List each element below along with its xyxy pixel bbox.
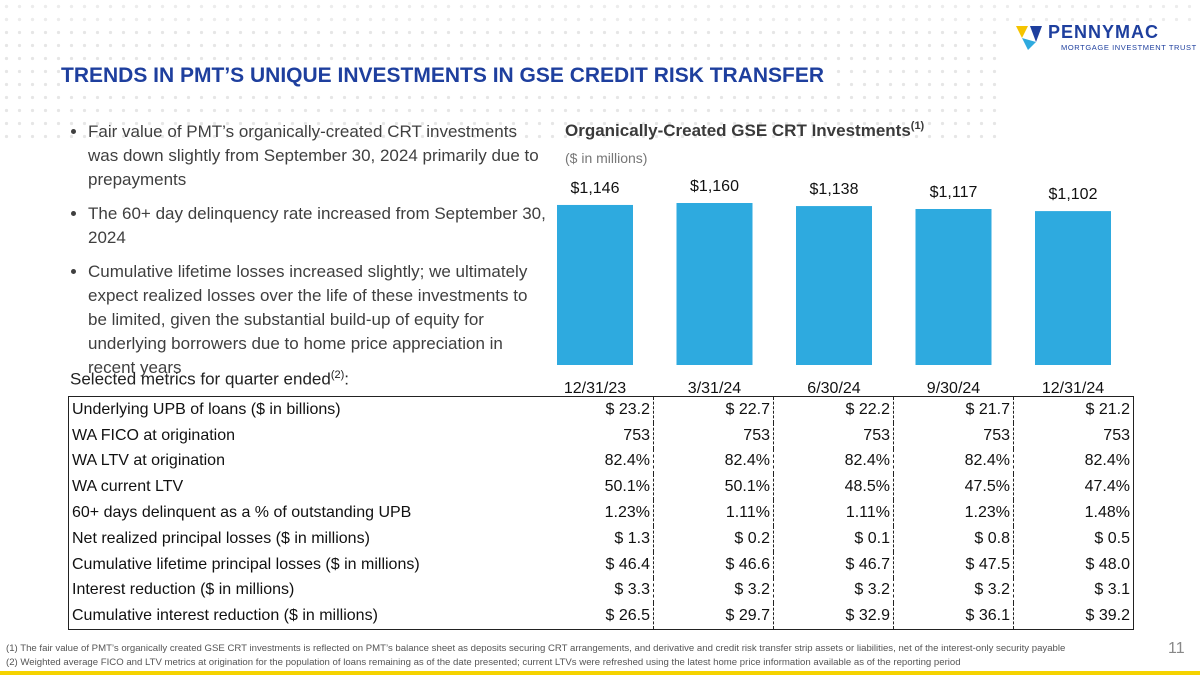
table-cell: $ 39.2 [1013, 603, 1134, 630]
table-label: Selected metrics for quarter ended(2): [70, 369, 349, 389]
value-label: $1,102 [1049, 186, 1098, 203]
table-cell: $ 0.5 [1013, 525, 1134, 552]
chart-title: Organically-Created GSE CRT Investments(… [565, 120, 925, 140]
table-cell: $ 1.3 [614, 529, 650, 547]
accent-strip [0, 671, 1200, 675]
table-cell: $ 22.7 [653, 396, 774, 423]
x-tick-label: 12/31/24 [1042, 380, 1104, 397]
table-cell: $ 32.9 [773, 603, 894, 630]
x-tick-label: 6/30/24 [807, 380, 860, 397]
bullet: The 60+ day delinquency rate increased f… [88, 202, 550, 250]
value-label: $1,117 [930, 184, 978, 201]
bullet-list: Fair value of PMT’s organically-created … [62, 120, 550, 390]
x-tick-label: 9/30/24 [927, 380, 980, 397]
table-cell: 753 [773, 422, 894, 449]
table-cell: $ 29.7 [653, 603, 774, 630]
table-cell: $ 47.5 [893, 551, 1014, 578]
dot-pattern [0, 0, 1200, 30]
bar [1035, 211, 1111, 365]
table-cell: $ 0.2 [653, 525, 774, 552]
page-number: 11 [1168, 640, 1185, 657]
table-cell: $ 3.1 [1013, 577, 1134, 604]
table-cell: 50.1% [653, 474, 774, 501]
table-cell: 753 [623, 426, 650, 444]
table-row: WA current LTV 50.1% 50.1% 48.5% 47.5% 47.4% [69, 474, 1134, 501]
table-cell: $ 3.2 [653, 577, 774, 604]
row-label: Interest reduction ($ in millions) [72, 581, 295, 599]
logo-icon [1016, 26, 1042, 50]
logo-name: PENNYMAC [1048, 22, 1160, 42]
bar [796, 206, 872, 365]
table-cell: 47.5% [893, 474, 1014, 501]
table-cell: $ 46.7 [773, 551, 894, 578]
x-tick-label: 12/31/23 [564, 380, 626, 397]
table-cell: $ 48.0 [1013, 551, 1134, 578]
table-row: Cumulative lifetime principal losses ($ … [69, 551, 1134, 578]
table-cell: 82.4% [604, 452, 650, 470]
table-cell: 82.4% [773, 448, 894, 475]
value-label: $1,146 [571, 180, 620, 197]
table-cell: $ 22.2 [773, 396, 894, 423]
table-row: 60+ days delinquent as a % of outstandin… [69, 500, 1134, 526]
table-row: WA LTV at origination 82.4% 82.4% 82.4% 82.4… [69, 448, 1134, 475]
bar [676, 203, 753, 365]
row-label: Underlying UPB of loans ($ in billions) [72, 400, 341, 418]
table-cell: $ 26.5 [605, 607, 650, 625]
table-cell: 82.4% [653, 448, 774, 475]
table-cell: 1.48% [1013, 500, 1134, 526]
table-cell: $ 21.7 [893, 396, 1014, 423]
table-cell: 1.23% [604, 504, 650, 522]
metrics-table: Underlying UPB of loans ($ in billions) $… [68, 396, 1134, 631]
table-cell: 753 [1013, 422, 1134, 449]
table-cell: $ 23.2 [605, 400, 650, 418]
table-row: Net realized principal losses ($ in mill… [69, 525, 1134, 552]
x-tick-label: 3/31/24 [688, 380, 741, 397]
value-label: $1,138 [810, 181, 859, 198]
table-cell: $ 3.2 [893, 577, 1014, 604]
table-row: Cumulative interest reduction ($ in mill… [69, 603, 1134, 630]
row-label: 60+ days delinquent as a % of outstandin… [72, 504, 412, 522]
table-cell: $ 3.3 [614, 581, 650, 599]
row-label: Net realized principal losses ($ in mill… [72, 529, 370, 547]
table-cell: $ 46.6 [653, 551, 774, 578]
footnote: (2) Weighted average FICO and LTV metric… [6, 657, 961, 668]
table-cell: 1.23% [893, 500, 1014, 526]
table-cell: $ 46.4 [605, 555, 650, 573]
table-row: WA FICO at origination 753 753 753 753 753 [69, 422, 1134, 449]
bar-chart: Organically-Created GSE CRT Investments(… [557, 120, 1111, 397]
logo-tagline: MORTGAGE INVESTMENT TRUST [1061, 43, 1197, 52]
footnote: (1) The fair value of PMT’s organically … [6, 643, 1066, 654]
chart-subtitle: ($ in millions) [565, 150, 647, 166]
table-cell: 82.4% [1013, 448, 1134, 475]
bar [557, 204, 633, 365]
table-cell: 1.11% [773, 500, 894, 526]
table-cell: 753 [893, 422, 1014, 449]
table-cell: 50.1% [604, 478, 650, 496]
table-cell: $ 21.2 [1013, 396, 1134, 423]
table-row: Interest reduction ($ in millions) $ 3.3 $… [69, 577, 1134, 604]
row-label: WA LTV at origination [72, 452, 225, 470]
table-cell: $ 36.1 [893, 603, 1014, 630]
row-label: Cumulative lifetime principal losses ($ … [72, 555, 420, 573]
bullet: Fair value of PMT’s organically-created … [88, 120, 550, 192]
row-label: WA FICO at origination [72, 426, 236, 444]
bullet: Cumulative lifetime losses increased sli… [88, 260, 550, 380]
table-row: Underlying UPB of loans ($ in billions) $… [69, 396, 1134, 423]
bar [915, 209, 992, 365]
table-cell: 753 [653, 422, 774, 449]
value-label: $1,160 [690, 178, 739, 195]
table-cell: 47.4% [1013, 474, 1134, 501]
row-label: WA current LTV [72, 478, 184, 496]
table-cell: 48.5% [773, 474, 894, 501]
slide-title: TRENDS IN PMT’S UNIQUE INVESTMENTS IN GS… [61, 64, 831, 88]
table-cell: 82.4% [893, 448, 1014, 475]
table-cell: $ 0.1 [773, 525, 894, 552]
table-cell: 1.11% [653, 500, 774, 526]
table-cell: $ 0.8 [893, 525, 1014, 552]
table-cell: $ 3.2 [773, 577, 894, 604]
row-label: Cumulative interest reduction ($ in mill… [72, 607, 378, 625]
